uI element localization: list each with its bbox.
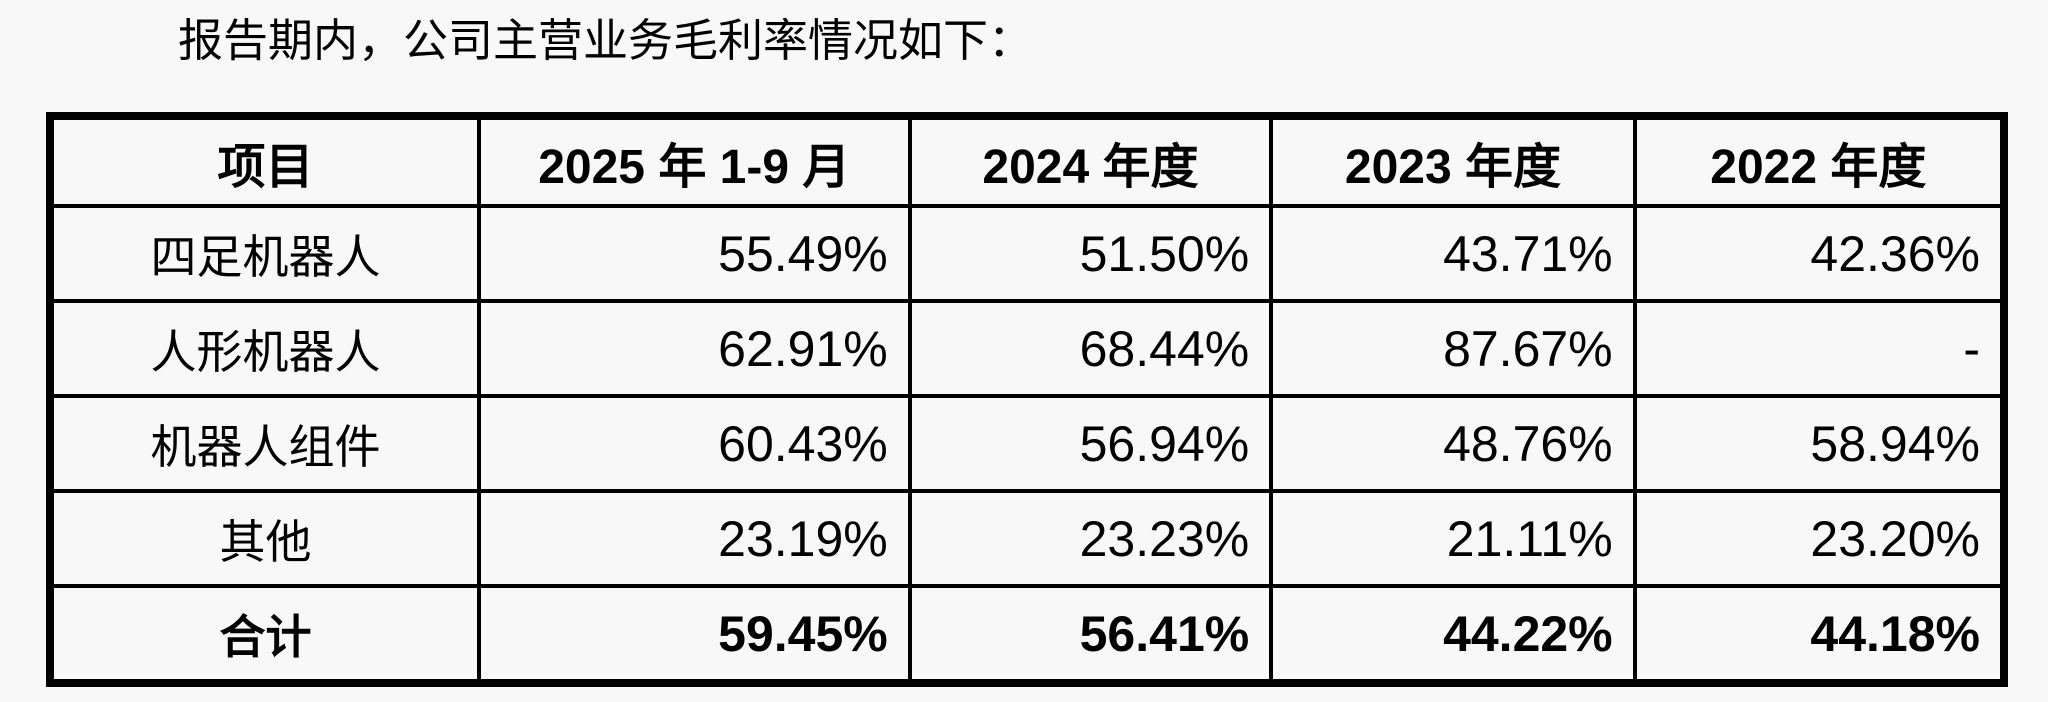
row-value: 23.23%: [907, 489, 1274, 588]
row-label: 合计: [48, 584, 481, 685]
row-value: 58.94%: [1632, 394, 2007, 493]
table-row: 人形机器人 62.91% 68.44% 87.67% -: [48, 299, 2007, 398]
row-value: 56.94%: [907, 394, 1274, 493]
column-header-2023: 2023 年度: [1269, 114, 1637, 208]
row-value: 55.49%: [476, 204, 912, 303]
gross-margin-table: 项目 2025 年 1-9 月 2024 年度 2023 年度 2022 年度 …: [46, 112, 2008, 687]
table-row-total: 合计 59.45% 56.41% 44.22% 44.18%: [48, 584, 2007, 685]
row-value: 43.71%: [1269, 204, 1637, 303]
row-value: 56.41%: [907, 584, 1274, 685]
row-value: 87.67%: [1269, 299, 1637, 398]
row-value: 68.44%: [907, 299, 1274, 398]
column-header-2025: 2025 年 1-9 月: [476, 114, 912, 208]
table-header-row: 项目 2025 年 1-9 月 2024 年度 2023 年度 2022 年度: [48, 114, 2007, 208]
row-value: 44.18%: [1632, 584, 2007, 685]
table-row: 机器人组件 60.43% 56.94% 48.76% 58.94%: [48, 394, 2007, 493]
column-header-item: 项目: [48, 114, 481, 208]
table-row: 四足机器人 55.49% 51.50% 43.71% 42.36%: [48, 204, 2007, 303]
row-label: 四足机器人: [48, 204, 481, 303]
table-body: 四足机器人 55.49% 51.50% 43.71% 42.36% 人形机器人 62.91%…: [48, 204, 2007, 685]
row-value: 23.20%: [1632, 489, 2007, 588]
row-value: 44.22%: [1269, 584, 1637, 685]
row-value: 21.11%: [1269, 489, 1637, 588]
row-label: 机器人组件: [48, 394, 481, 493]
row-value: 60.43%: [476, 394, 912, 493]
row-value: 23.19%: [476, 489, 912, 588]
row-value: 62.91%: [476, 299, 912, 398]
table-header: 项目 2025 年 1-9 月 2024 年度 2023 年度 2022 年度: [48, 114, 2007, 208]
row-value: 51.50%: [907, 204, 1274, 303]
row-value: -: [1632, 299, 2007, 398]
row-value: 48.76%: [1269, 394, 1637, 493]
column-header-2024: 2024 年度: [907, 114, 1274, 208]
intro-paragraph: 报告期内，公司主营业务毛利率情况如下：: [178, 16, 1034, 66]
column-header-2022: 2022 年度: [1632, 114, 2007, 208]
row-value: 59.45%: [476, 584, 912, 685]
table-row: 其他 23.19% 23.23% 21.11% 23.20%: [48, 489, 2007, 588]
row-value: 42.36%: [1632, 204, 2007, 303]
row-label: 其他: [48, 489, 481, 588]
row-label: 人形机器人: [48, 299, 481, 398]
